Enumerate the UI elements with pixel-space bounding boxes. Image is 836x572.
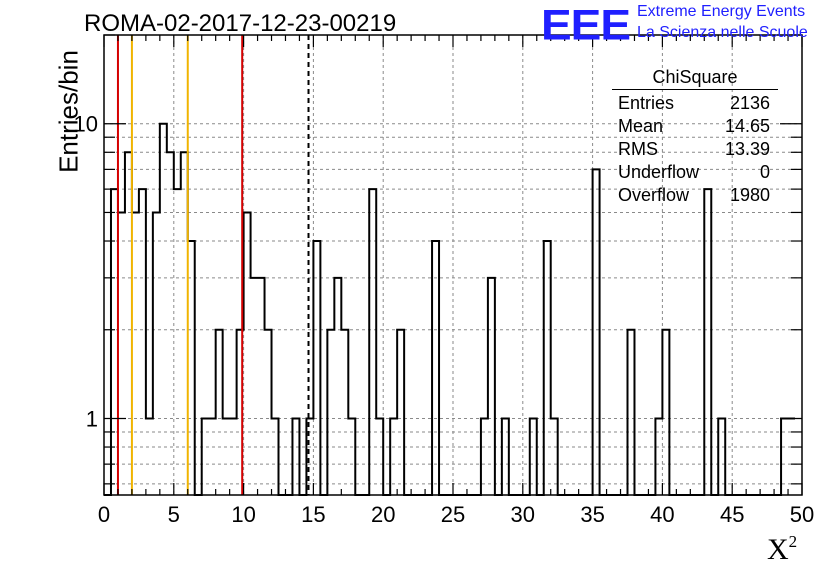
stats-label: Underflow xyxy=(618,162,700,182)
stats-row-rms: RMS 13.39 xyxy=(612,138,778,161)
stats-value: 0 xyxy=(759,162,770,182)
eee-logo: EEE xyxy=(541,1,631,49)
stats-box: ChiSquare Entries 2136 Mean 14.65 RMS 13… xyxy=(612,67,778,207)
x-axis-label: X2 xyxy=(767,532,798,566)
stats-value: 14.65 xyxy=(724,116,770,136)
stats-label: RMS xyxy=(618,139,658,159)
stats-row-entries: Entries 2136 xyxy=(612,92,778,115)
logo-line-1: Extreme Energy Events xyxy=(637,3,806,20)
y-tick-label: 10 xyxy=(74,112,98,137)
x-tick-label: 35 xyxy=(580,502,604,527)
x-tick-label: 50 xyxy=(790,502,814,527)
x-tick-label: 10 xyxy=(231,502,255,527)
stats-title: ChiSquare xyxy=(612,67,778,90)
stats-value: 13.39 xyxy=(724,139,770,159)
chart-title: ROMA-02-2017-12-23-00219 xyxy=(84,10,397,37)
x-tick-label: 20 xyxy=(371,502,395,527)
y-tick-label: 1 xyxy=(86,406,98,431)
x-tick-label: 30 xyxy=(511,502,535,527)
stats-row-underflow: Underflow 0 xyxy=(612,161,778,184)
stats-value: 1980 xyxy=(729,185,770,205)
stats-label: Entries xyxy=(618,93,675,113)
stats-row-overflow: Overflow 1980 xyxy=(612,184,778,207)
x-tick-label: 25 xyxy=(441,502,465,527)
x-tick-label: 40 xyxy=(650,502,674,527)
stats-row-mean: Mean 14.65 xyxy=(612,115,778,138)
x-tick-label: 15 xyxy=(301,502,325,527)
y-axis-label: Entries/bin xyxy=(53,50,84,173)
logo-line-2: La Scienza nelle Scuole xyxy=(637,24,808,41)
x-tick-label: 45 xyxy=(720,502,744,527)
stats-value: 2136 xyxy=(729,93,770,113)
x-tick-label: 0 xyxy=(98,502,110,527)
stats-label: Mean xyxy=(618,116,664,136)
x-tick-label: 5 xyxy=(168,502,180,527)
stats-label: Overflow xyxy=(618,185,690,205)
